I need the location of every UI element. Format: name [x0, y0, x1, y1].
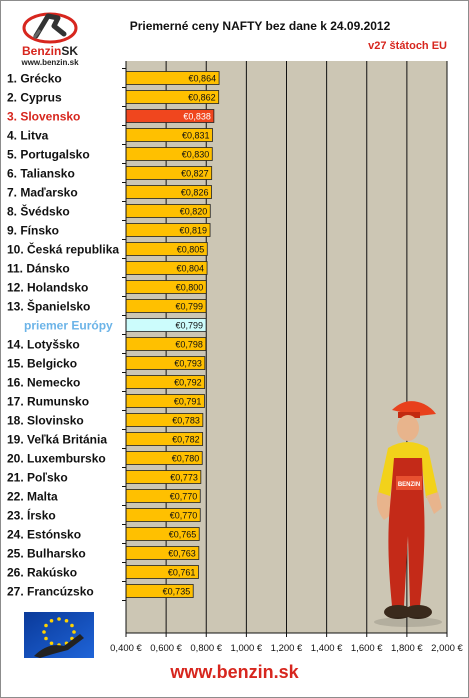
value-label: €0,864 [189, 74, 217, 84]
category-label: 21. Poľsko [7, 471, 68, 485]
x-tick-label: 2,000 € [431, 643, 463, 654]
flag-star [57, 617, 61, 621]
logo-name: Benzin [21, 44, 62, 58]
category-label: 12. Holandsko [7, 281, 88, 295]
value-label: €0,793 [174, 359, 202, 369]
eu-flag-icon [24, 612, 94, 658]
value-label: €0,773 [170, 473, 198, 483]
category-label: 4. Litva [7, 129, 49, 143]
category-label: 3. Slovensko [7, 110, 80, 124]
category-label: 23. Írsko [7, 508, 56, 523]
value-label: €0,799 [176, 302, 204, 312]
category-label: 6. Taliansko [7, 167, 75, 181]
value-label: €0,770 [170, 492, 198, 502]
x-tick-label: 1,600 € [351, 643, 383, 654]
category-label: 27. Francúzsko [7, 585, 94, 599]
value-label: €0,791 [174, 397, 202, 407]
svg-text:BENZIN: BENZIN [398, 482, 420, 488]
category-label: 2. Cyprus [7, 91, 62, 105]
fuel-nozzle-icon [22, 12, 78, 44]
chart-subtitle: v27 štátoch EU [368, 40, 447, 52]
flag-star [42, 630, 46, 634]
category-label: 25. Bulharsko [7, 547, 86, 561]
flag-star [64, 618, 69, 623]
value-label: €0,804 [177, 264, 205, 274]
chart-title: Priemerné ceny NAFTY bez dane k 24.09.20… [129, 19, 391, 33]
category-label: 7. Maďarsko [7, 186, 78, 200]
x-tick-label: 0,600 € [150, 643, 182, 654]
category-label: 24. Estónsko [7, 528, 81, 542]
value-label: €0,820 [180, 207, 208, 217]
value-label: €0,862 [188, 93, 216, 103]
x-tick-label: 1,400 € [311, 643, 343, 654]
value-label: €0,838 [183, 112, 211, 122]
value-label: €0,735 [163, 587, 191, 597]
flag-star [72, 630, 76, 634]
category-label: 10. Česká republika [7, 242, 119, 257]
logo-url: www.benzin.sk [21, 58, 79, 67]
value-label: €0,826 [181, 188, 209, 198]
category-label: 8. Švédsko [7, 204, 70, 219]
category-label: 22. Malta [7, 490, 58, 504]
value-label: €0,827 [181, 169, 209, 179]
logo-text: BenzinSK [14, 44, 86, 58]
value-label: €0,780 [172, 454, 200, 464]
value-label: €0,763 [168, 549, 196, 559]
value-label: €0,799 [176, 321, 204, 331]
value-label: €0,765 [169, 530, 197, 540]
logo-suffix: SK [61, 44, 78, 58]
value-label: €0,831 [182, 131, 210, 141]
benzin-logo[interactable]: BenzinSK www.benzin.sk [14, 8, 86, 67]
category-label: 5. Portugalsko [7, 148, 90, 162]
flag-star [49, 641, 54, 646]
category-label: 20. Luxembursko [7, 452, 106, 466]
category-labels: 1. Grécko 2. Cyprus 3. Slovensko 4. Litva 5.… [7, 72, 119, 599]
value-label: €0,819 [180, 226, 208, 236]
category-label: 15. Belgicko [7, 357, 77, 371]
x-tick-label: 1,200 € [271, 643, 303, 654]
category-label: 11. Dánsko [7, 262, 70, 276]
value-label: €0,761 [168, 568, 196, 578]
category-label: 18. Slovinsko [7, 414, 84, 428]
x-tick-label: 1,000 € [231, 643, 263, 654]
category-label: 1. Grécko [7, 72, 62, 86]
x-tick-label: 0,800 € [190, 643, 222, 654]
x-axis: 0,400 € 0,600 € 0,800 € 1,000 € 1,200 € 1,400… [110, 61, 464, 654]
flag-star [44, 636, 48, 641]
bars: €0,864 €0,862 €0,838 €0,831 €0,830 €0,827 €0,8… [125, 71, 220, 598]
value-label: €0,792 [174, 378, 202, 388]
flag-star [70, 623, 74, 628]
flag-star [44, 623, 48, 628]
x-tick-label: 0,400 € [110, 643, 142, 654]
x-tick-label: 1,800 € [391, 643, 423, 654]
value-label: €0,782 [172, 435, 200, 445]
category-label: 17. Rumunsko [7, 395, 89, 409]
category-label: priemer Európy [24, 319, 113, 333]
value-label: €0,805 [177, 245, 205, 255]
value-label: €0,783 [172, 416, 200, 426]
mechanic-mascot-icon: BENZIN [374, 401, 442, 627]
value-label: €0,798 [175, 340, 203, 350]
category-label: 26. Rakúsko [7, 566, 77, 580]
flag-star [49, 618, 54, 623]
value-label: €0,800 [176, 283, 204, 293]
footer-url[interactable]: www.benzin.sk [170, 662, 299, 682]
category-label: 14. Lotyšsko [7, 338, 80, 352]
value-label: €0,830 [182, 150, 210, 160]
category-label: 19. Veľká Británia [7, 433, 107, 447]
category-label: 13. Španielsko [7, 299, 90, 314]
category-label: 9. Fínsko [7, 224, 59, 238]
category-label: 16. Nemecko [7, 376, 80, 390]
value-label: €0,770 [170, 511, 198, 521]
